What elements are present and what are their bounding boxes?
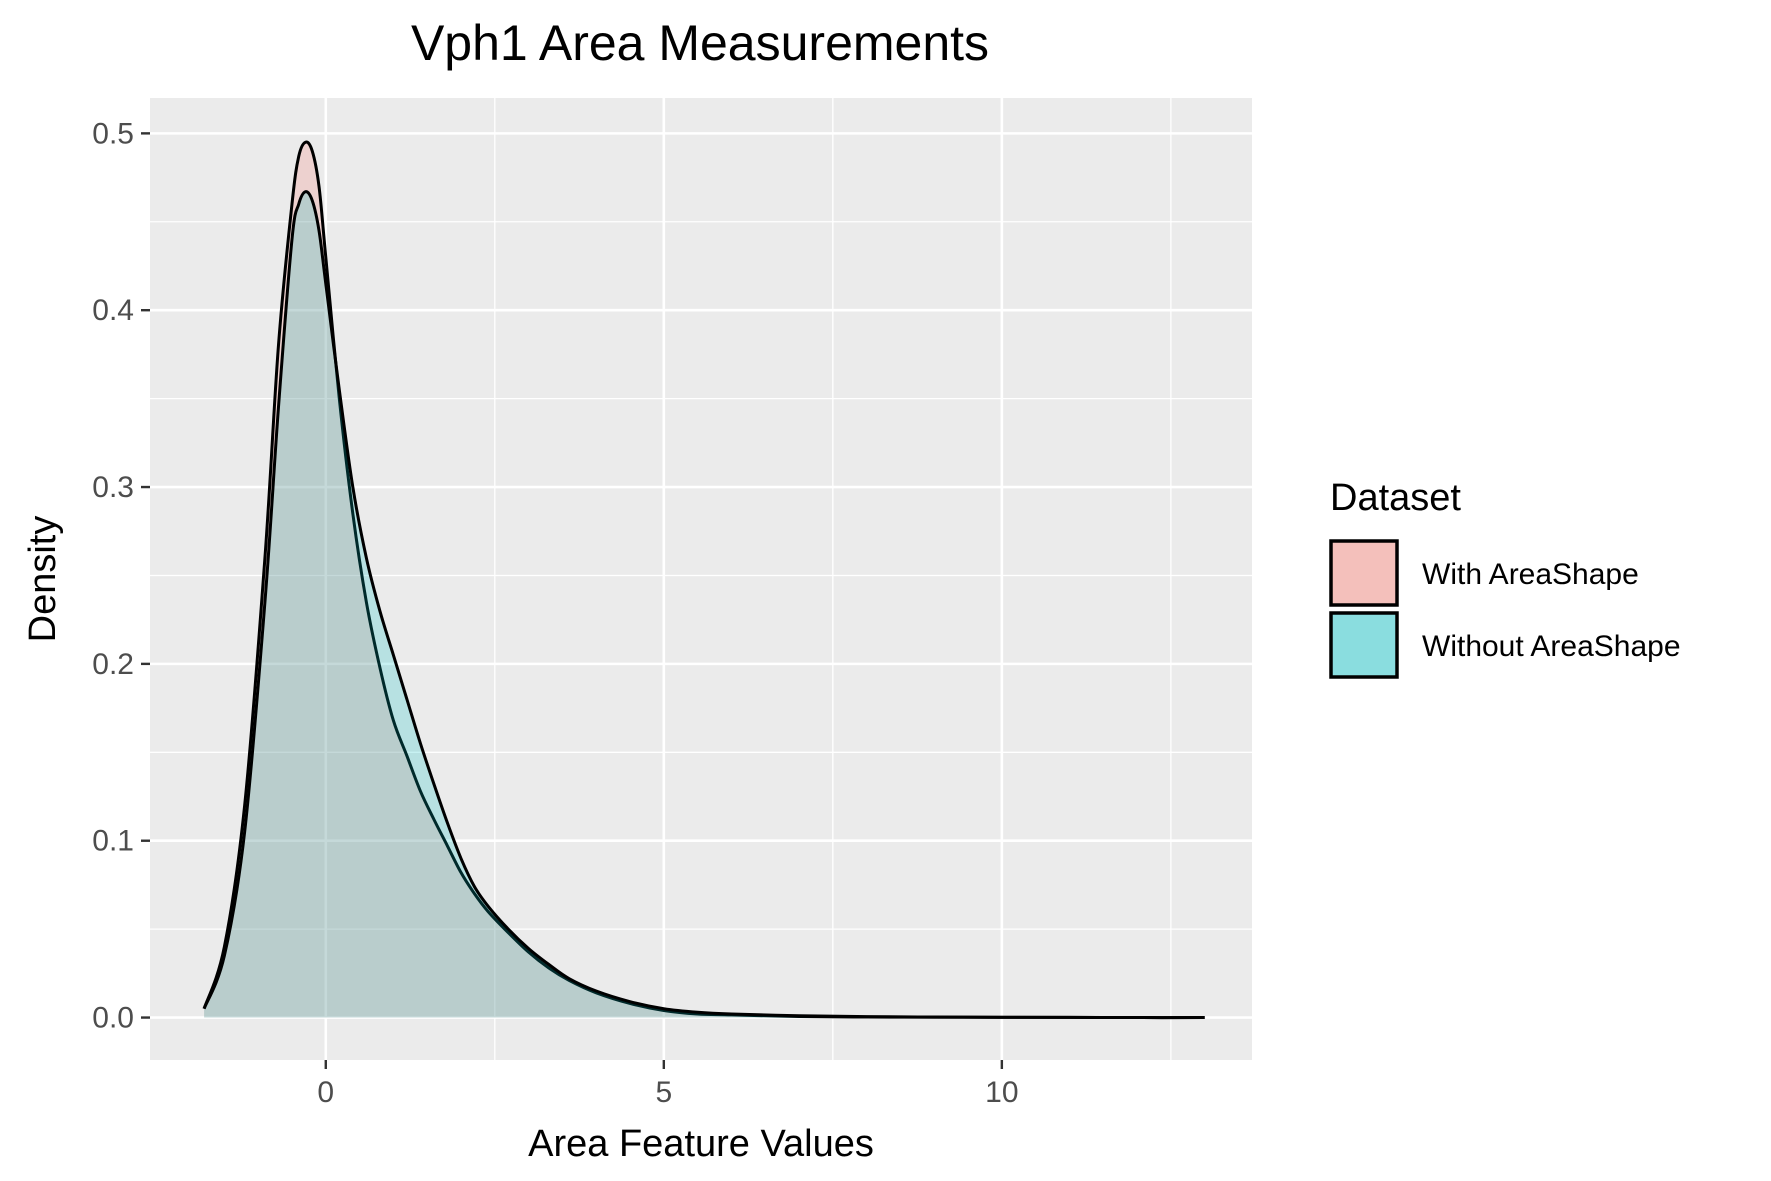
density-fill-without-areashape <box>204 191 1205 1018</box>
x-tick-label: 5 <box>655 1076 672 1109</box>
y-axis-title: Density <box>22 516 64 643</box>
legend-item: Without AreaShape <box>1329 611 1681 679</box>
legend-label: With AreaShape <box>1422 558 1639 591</box>
legend: Dataset With AreaShape Without AreaShape <box>1329 477 1681 679</box>
legend-swatch <box>1329 539 1399 607</box>
density-areas <box>202 140 1205 1020</box>
x-tick-label: 0 <box>317 1076 334 1109</box>
density-fill-with-areashape <box>204 142 1205 1018</box>
y-tick-label: 0.4 <box>92 294 134 327</box>
y-axis: 0.0 0.1 0.2 0.3 0.4 0.5 <box>92 117 150 1035</box>
x-axis-title: Area Feature Values <box>528 1123 874 1165</box>
y-tick-label: 0.0 <box>92 1002 134 1035</box>
x-axis: 0 5 10 <box>317 1060 1019 1109</box>
legend-title: Dataset <box>1330 477 1461 519</box>
legend-item: With AreaShape <box>1329 539 1639 607</box>
legend-label: Without AreaShape <box>1422 630 1681 663</box>
y-tick-label: 0.1 <box>92 825 134 858</box>
chart-title: Vph1 Area Measurements <box>411 15 989 71</box>
legend-swatch <box>1329 611 1399 679</box>
y-tick-label: 0.5 <box>92 117 134 150</box>
x-tick-label: 10 <box>985 1076 1018 1109</box>
density-line-without-areashape <box>202 190 1205 1020</box>
plot-panel <box>150 98 1252 1060</box>
y-tick-label: 0.2 <box>92 648 134 681</box>
y-tick-label: 0.3 <box>92 471 134 504</box>
